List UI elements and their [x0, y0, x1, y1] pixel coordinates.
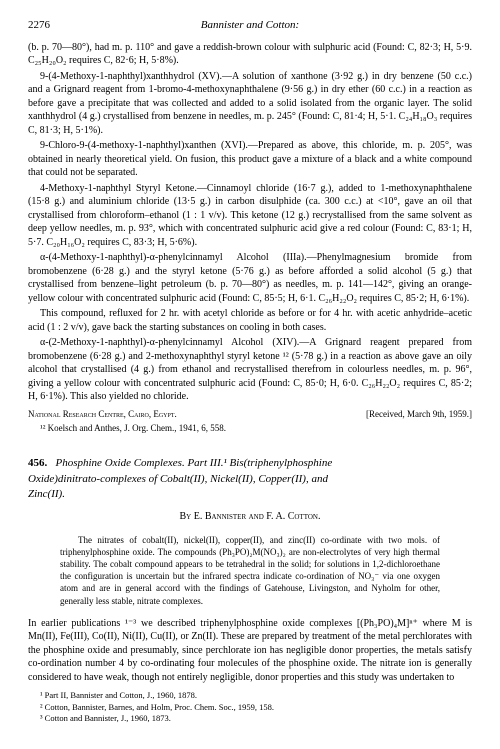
affiliation-line: National Research Centre, Cairo, Egypt. … — [28, 408, 472, 420]
paragraph: α-(2-Methoxy-1-naphthyl)-α-phenylcinnamy… — [28, 336, 472, 404]
paragraph: 9-Chloro-9-(4-methoxy-1-naphthyl)xanthen… — [28, 139, 472, 180]
footnote: ³ Cotton and Bannister, J., 1960, 1873. — [28, 713, 472, 724]
page-header: 2276 Bannister and Cotton: 2276 — [28, 18, 472, 33]
paragraph: (b. p. 70—80°), had m. p. 110° and gave … — [28, 41, 472, 68]
received-date: [Received, March 9th, 1959.] — [366, 408, 472, 420]
abstract-text: The nitrates of cobalt(II), nickel(II), … — [60, 534, 440, 607]
article-number: 456. — [28, 457, 47, 469]
footnote: ¹ Part II, Bannister and Cotton, J., 196… — [28, 690, 472, 701]
abstract: The nitrates of cobalt(II), nickel(II), … — [60, 534, 440, 607]
paragraph: 4-Methoxy-1-naphthyl Styryl Ketone.—Cinn… — [28, 182, 472, 250]
page-number: 2276 — [28, 18, 50, 33]
paragraph: α-(4-Methoxy-1-naphthyl)-α-phenylcinnamy… — [28, 251, 472, 305]
authors: By E. Bannister and F. A. Cotton. — [28, 510, 472, 524]
affiliation: National Research Centre, Cairo, Egypt. — [28, 408, 177, 420]
title-line: Phosphine Oxide Complexes. Part III.¹ Bi… — [56, 457, 333, 469]
article-title: 456. Phosphine Oxide Complexes. Part III… — [28, 456, 472, 502]
paragraph: This compound, refluxed for 2 hr. with a… — [28, 307, 472, 334]
footnote: ² Cotton, Bannister, Barnes, and Holm, P… — [28, 702, 472, 713]
footnotes: ¹ Part II, Bannister and Cotton, J., 196… — [28, 690, 472, 724]
title-line: Zinc(II). — [28, 488, 65, 500]
article-body: In earlier publications ¹⁻³ we described… — [28, 617, 472, 685]
upper-footnote: ¹² Koelsch and Anthes, J. Org. Chem., 19… — [28, 422, 472, 434]
title-line: Oxide)dinitrato-complexes of Cobalt(II),… — [28, 473, 328, 485]
running-title: Bannister and Cotton: — [50, 18, 450, 33]
paragraph: 9-(4-Methoxy-1-naphthyl)xanthhydrol (XV)… — [28, 70, 472, 138]
upper-article-body: (b. p. 70—80°), had m. p. 110° and gave … — [28, 41, 472, 404]
